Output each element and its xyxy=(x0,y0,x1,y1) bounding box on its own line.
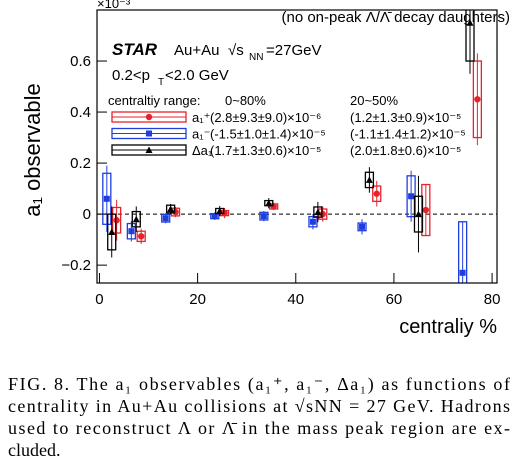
point xyxy=(137,233,145,240)
annotation: <2.0 GeV xyxy=(165,67,229,84)
annotation: STAR xyxy=(112,40,158,59)
legend-label: a₁⁺ xyxy=(192,110,210,125)
point xyxy=(422,206,430,214)
caption-line: cluded. xyxy=(8,440,60,460)
point xyxy=(113,217,120,224)
legend-header: 0~80% xyxy=(225,93,266,108)
point xyxy=(408,193,415,200)
y-tick-label: 0.4 xyxy=(70,104,91,121)
y-tick-label: −0.2 xyxy=(61,257,91,274)
point xyxy=(359,223,366,230)
x-tick-label: 80 xyxy=(484,291,501,308)
annotation: NN xyxy=(249,52,263,63)
point xyxy=(319,210,326,218)
annotation: Au+Au xyxy=(174,42,219,59)
y-tick-label: 0.6 xyxy=(70,53,91,70)
y-exponent: ×10⁻³ xyxy=(97,0,131,11)
point xyxy=(145,113,153,121)
point xyxy=(103,195,110,202)
point xyxy=(162,215,169,222)
point xyxy=(132,215,140,223)
legend-header: centraltiy range: xyxy=(108,93,201,108)
annotation: =27GeV xyxy=(266,42,321,59)
legend-value: (2.0±1.8±0.6)×10⁻⁵ xyxy=(350,143,461,158)
point xyxy=(216,207,224,215)
legend-header: 20~50% xyxy=(350,93,399,108)
point xyxy=(146,130,152,137)
point xyxy=(108,228,116,235)
point xyxy=(459,269,466,276)
point xyxy=(309,218,316,225)
legend-value: (-1.5±1.0±1.4)×10⁻⁵ xyxy=(210,127,326,142)
caption-line: FIG. 8. The a₁ observables (a₁⁺, a₁⁻, Δa… xyxy=(8,374,510,395)
point xyxy=(145,146,153,153)
y-tick-label: 0 xyxy=(83,206,91,223)
x-axis-label: centraliy % xyxy=(399,316,497,338)
x-tick-label: 40 xyxy=(287,291,304,308)
point xyxy=(270,203,277,210)
point xyxy=(211,213,218,220)
x-tick-label: 20 xyxy=(189,291,206,308)
point xyxy=(128,228,135,235)
annotation: √s xyxy=(228,42,244,59)
point xyxy=(172,208,179,216)
legend-value: (1.2±1.3±0.9)×10⁻⁵ xyxy=(350,110,461,125)
legend-value: (2.8±9.3±9.0)×10⁻⁶ xyxy=(210,110,321,125)
legend-value: (1.7±1.3±0.6)×10⁻⁵ xyxy=(210,143,321,158)
caption-line: centrality in Au+Au collisions at √sNN =… xyxy=(8,396,510,416)
x-tick-label: 60 xyxy=(386,291,403,308)
point xyxy=(221,209,228,217)
point xyxy=(466,19,474,26)
x-tick-label: 0 xyxy=(95,291,103,308)
point xyxy=(167,205,175,213)
frame xyxy=(96,9,498,284)
annotation: 0.2<p xyxy=(112,67,150,84)
caption-line: used to reconstruct Λ or Λ̄ in the mass … xyxy=(8,418,510,438)
point xyxy=(373,190,380,197)
legend-label: Δa₁ xyxy=(192,143,213,158)
point xyxy=(314,208,322,216)
point xyxy=(260,213,267,220)
point xyxy=(474,96,481,103)
annotation: (no on-peak Λ/Λ̄ decay daughters) xyxy=(281,9,510,26)
legend-label: a₁⁻ xyxy=(192,127,210,142)
plot-area xyxy=(97,10,497,283)
point xyxy=(365,176,373,183)
y-tick-label: 0.2 xyxy=(70,155,91,172)
legend-value: (-1.1±1.4±1.2)×10⁻⁵ xyxy=(350,127,466,142)
annotation: T xyxy=(158,77,164,88)
point xyxy=(265,199,273,207)
point xyxy=(414,210,422,218)
y-axis-label: a₁ observable xyxy=(20,83,45,216)
